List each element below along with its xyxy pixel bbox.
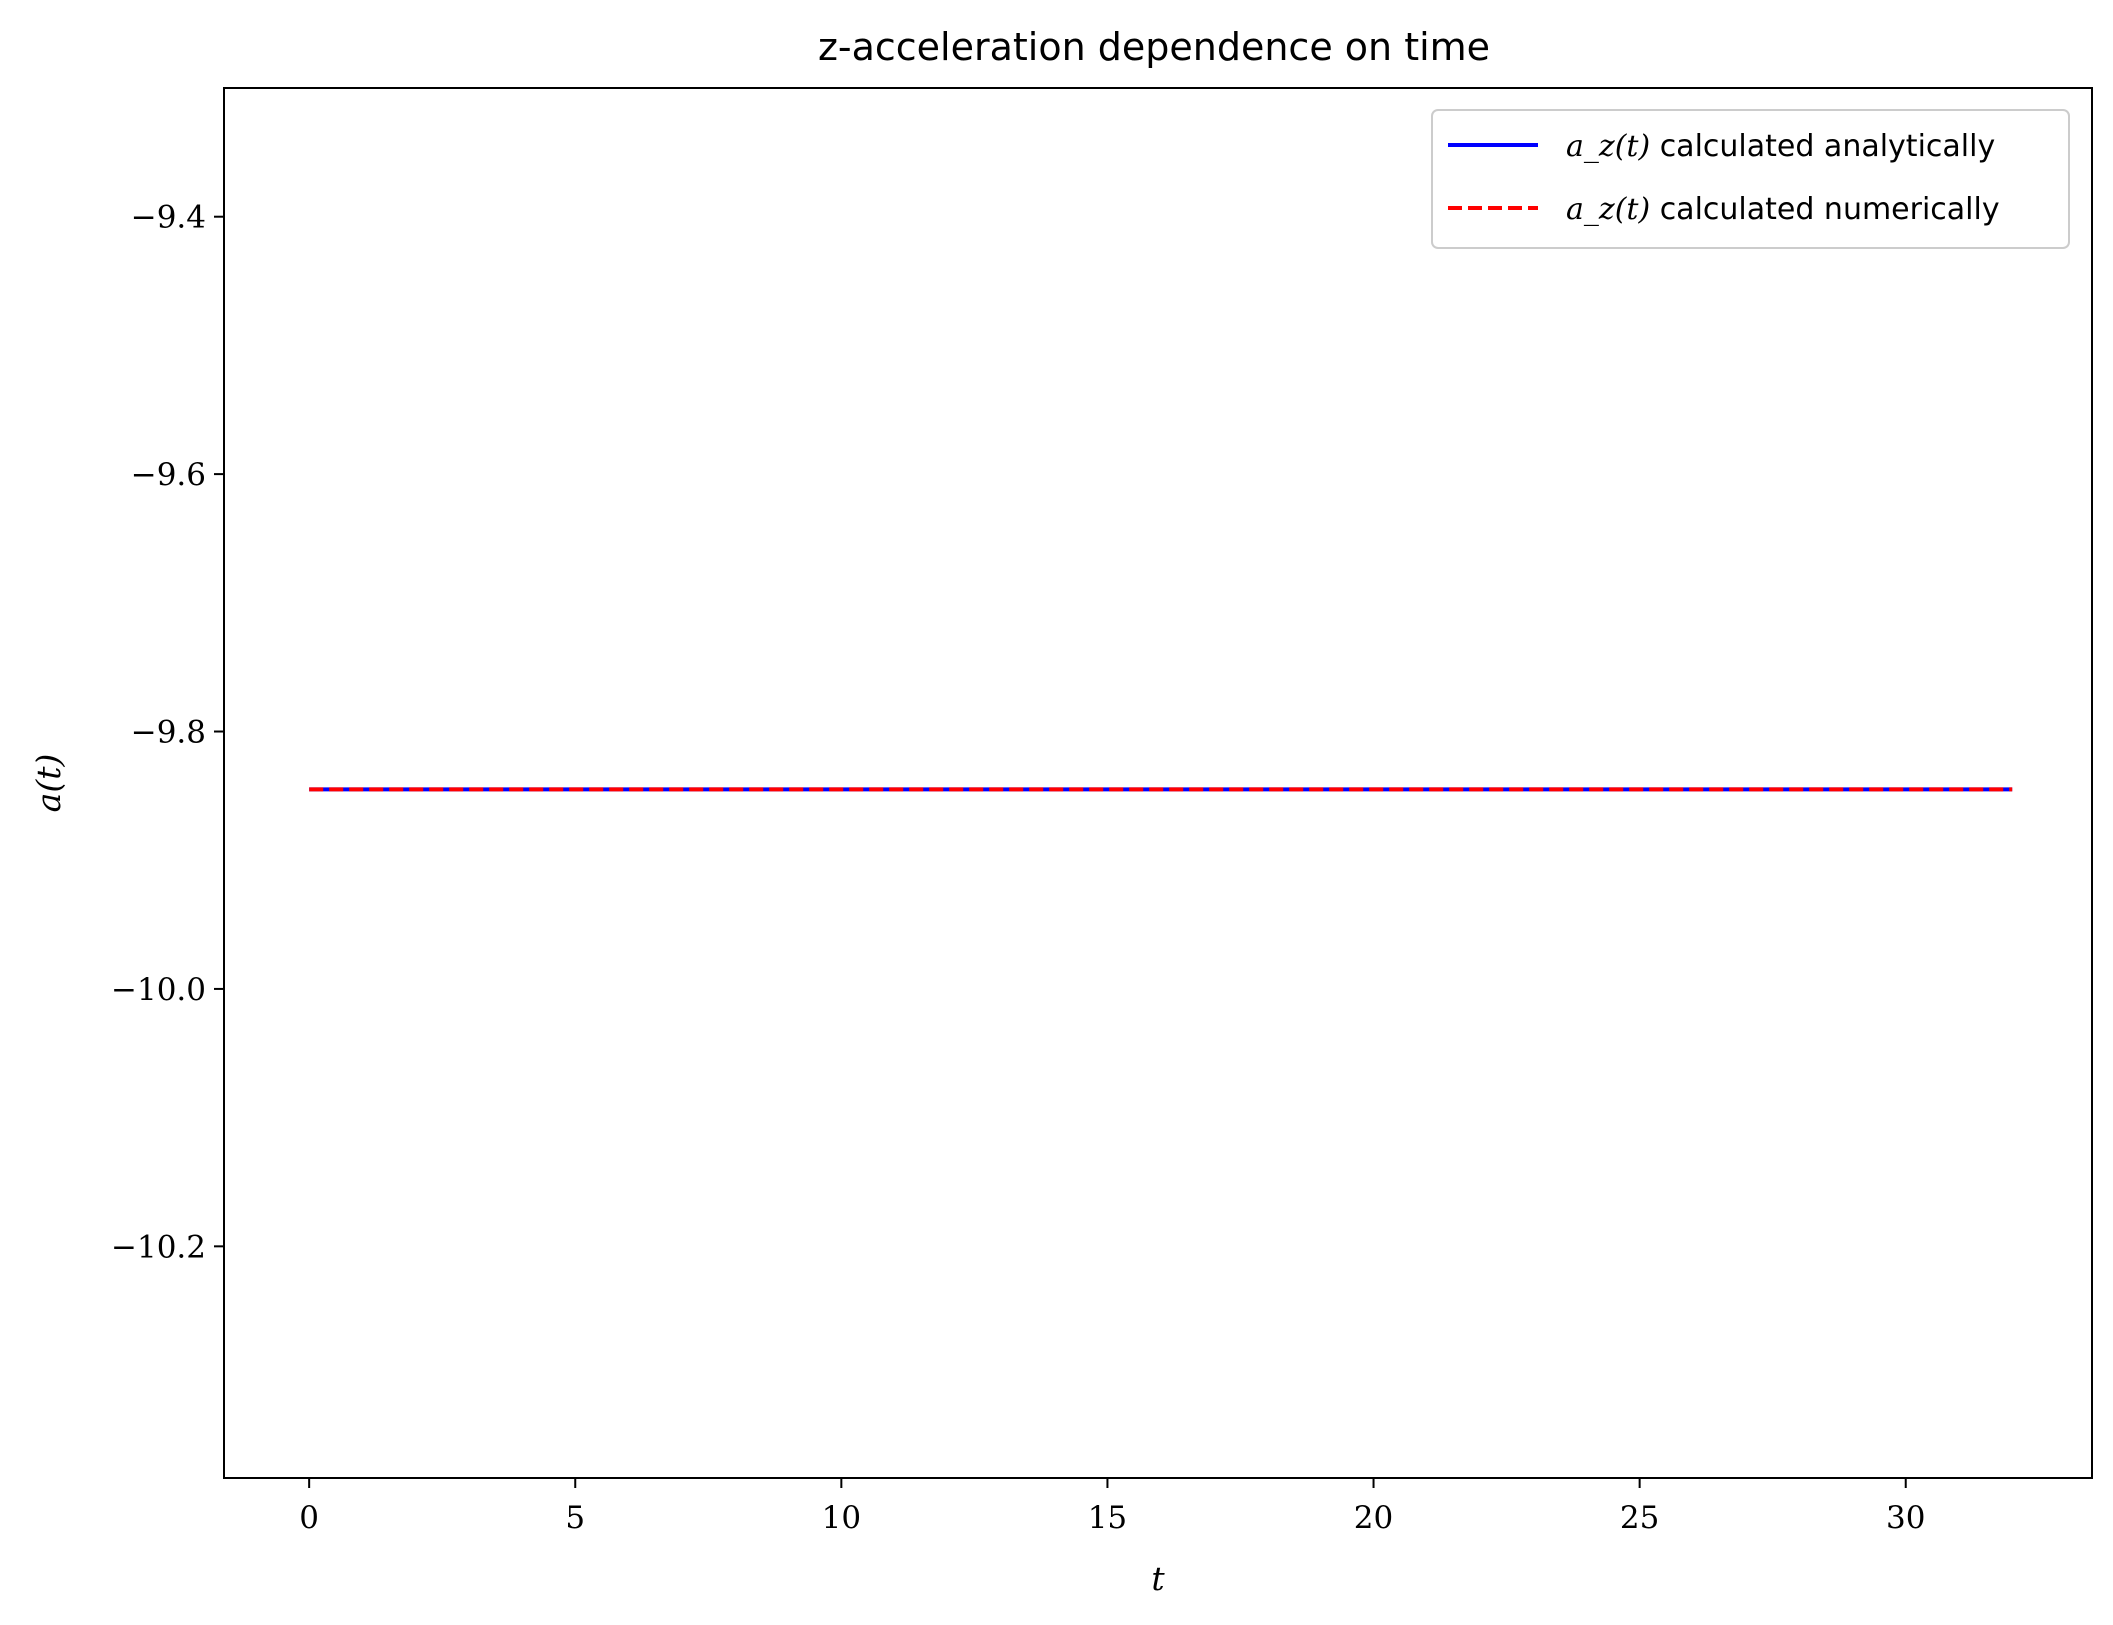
chart-title: z-acceleration dependence on time — [818, 25, 1490, 69]
x-tick-label: 30 — [1886, 1500, 1925, 1536]
legend-text: calculated analytically — [1650, 129, 1995, 164]
legend-frame — [1431, 109, 2070, 249]
y-tick-label: −9.6 — [131, 457, 206, 493]
y-tick-label: −9.8 — [131, 715, 206, 751]
y-tick-label: −9.4 — [131, 200, 206, 236]
x-tick-label: 10 — [822, 1500, 861, 1536]
x-axis: 0 5 10 15 20 25 30 — [299, 1478, 1925, 1536]
x-axis-label: t — [1151, 1559, 1165, 1598]
legend-label: a_z(t) calculated analytically — [1566, 129, 1995, 164]
legend-math: a_z(t) — [1566, 192, 1650, 227]
y-axis: −9.4 −9.6 −9.8 −10.0 −10.2 — [111, 200, 224, 1265]
legend-text: calculated numerically — [1650, 192, 1999, 227]
legend-math: a_z(t) — [1566, 129, 1650, 164]
x-tick-label: 0 — [299, 1500, 319, 1536]
plot-frame — [223, 87, 2093, 1479]
x-tick-label: 20 — [1354, 1500, 1393, 1536]
x-tick-label: 5 — [565, 1500, 585, 1536]
y-tick-label: −10.2 — [111, 1229, 206, 1265]
plot-area — [223, 87, 2093, 1479]
y-tick-label: −10.0 — [111, 972, 206, 1008]
y-axis-label: a(t) — [29, 754, 68, 813]
x-tick-label: 25 — [1620, 1500, 1659, 1536]
legend-label: a_z(t) calculated numerically — [1566, 192, 2000, 227]
x-tick-label: 15 — [1088, 1500, 1127, 1536]
